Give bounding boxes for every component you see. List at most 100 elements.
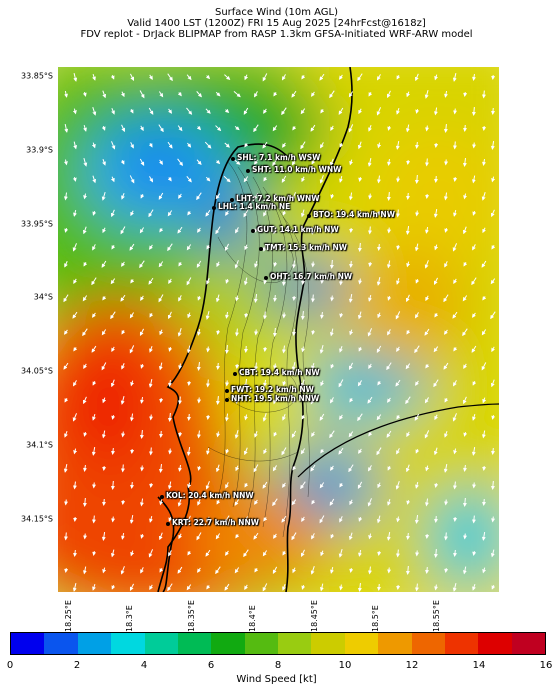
- wind-arrow: [329, 90, 335, 99]
- wind-arrow: [234, 567, 240, 574]
- lon-label: 18.4°E: [248, 605, 257, 632]
- wind-arrow: [262, 141, 268, 149]
- wind-arrow: [319, 345, 324, 354]
- station-marker: [233, 372, 237, 376]
- wind-arrow: [243, 277, 248, 286]
- wind-arrow: [110, 278, 116, 285]
- wind-arrow: [91, 312, 96, 318]
- wind-arrow: [91, 515, 96, 524]
- wind-arrow: [83, 533, 88, 540]
- colorbar-segment: [278, 633, 312, 654]
- wind-arrow: [110, 549, 115, 558]
- wind-arrow: [149, 482, 154, 488]
- wind-arrow: [329, 498, 335, 506]
- wind-arrow: [215, 566, 221, 575]
- wind-arrow: [273, 193, 278, 200]
- wind-arrow: [167, 311, 172, 320]
- wind-arrow: [110, 480, 115, 490]
- wind-arrow: [444, 261, 448, 268]
- wind-arrow: [463, 431, 468, 437]
- wind-speed-field: [58, 67, 499, 592]
- wind-arrow: [167, 412, 172, 422]
- wind-arrow: [205, 379, 210, 388]
- wind-arrow: [462, 328, 468, 337]
- wind-arrow: [158, 362, 163, 371]
- wind-arrow: [72, 311, 78, 319]
- wind-arrow: [300, 141, 306, 150]
- wind-arrow: [386, 397, 391, 403]
- wind-arrow: [234, 126, 240, 131]
- wind-arrow: [329, 158, 334, 167]
- wind-arrow: [358, 278, 363, 285]
- wind-arrow: [320, 210, 325, 217]
- station-marker: [259, 247, 263, 251]
- map-title: Surface Wind (10m AGL): [214, 7, 339, 18]
- wind-arrow: [92, 210, 97, 216]
- wind-arrow: [139, 429, 144, 439]
- wind-arrow: [186, 345, 191, 354]
- wind-arrow: [311, 533, 315, 540]
- wind-arrow: [491, 176, 496, 183]
- wind-arrow: [330, 125, 334, 132]
- wind-arrow: [463, 193, 468, 200]
- wind-arrow: [178, 262, 183, 267]
- wind-arrow: [453, 176, 458, 182]
- wind-arrow: [254, 568, 259, 573]
- wind-arrow: [177, 158, 184, 166]
- wind-arrow: [149, 414, 154, 421]
- wind-arrow: [291, 260, 296, 269]
- wind-arrow: [387, 498, 391, 506]
- wind-arrow: [491, 245, 496, 250]
- wind-arrow: [291, 90, 297, 98]
- wind-arrow: [120, 159, 125, 165]
- wind-arrow: [433, 277, 439, 286]
- wind-arrow: [64, 123, 69, 133]
- wind-arrow: [159, 430, 163, 438]
- wind-arrow: [205, 74, 211, 80]
- wind-arrow: [463, 363, 467, 370]
- wind-arrow: [414, 345, 420, 354]
- wind-arrow: [216, 499, 221, 505]
- wind-arrow: [111, 447, 115, 455]
- lat-label: 34.1°S: [26, 440, 53, 450]
- wind-arrow: [424, 90, 429, 99]
- wind-arrow: [415, 210, 420, 217]
- wind-arrow: [376, 276, 381, 286]
- wind-arrow: [178, 533, 183, 540]
- wind-arrow: [120, 464, 125, 473]
- wind-arrow: [490, 549, 495, 558]
- wind-arrow: [368, 92, 373, 97]
- wind-arrow: [72, 481, 77, 490]
- wind-arrow: [206, 278, 210, 285]
- wind-arrow: [111, 516, 116, 523]
- wind-arrow: [349, 499, 354, 506]
- wind-arrow: [168, 448, 173, 455]
- wind-arrow: [358, 209, 362, 217]
- wind-arrow: [424, 397, 429, 404]
- station-marker: [230, 198, 234, 202]
- wind-arrow: [349, 159, 354, 166]
- wind-arrow: [224, 74, 231, 81]
- wind-arrow: [453, 549, 457, 557]
- wind-arrow: [490, 278, 496, 285]
- wind-arrow: [235, 396, 239, 404]
- wind-arrow: [482, 158, 486, 166]
- wind-arrow: [339, 74, 343, 80]
- wind-arrow: [320, 142, 324, 149]
- wind-arrow: [272, 226, 277, 235]
- wind-arrow: [216, 362, 220, 370]
- station-label-kol: KOL: 20.4 km/h NNW: [166, 491, 254, 500]
- wind-arrow: [205, 481, 210, 490]
- wind-arrow: [482, 567, 487, 574]
- station-label-oht: OHT: 16.7 km/h NW: [270, 272, 353, 281]
- wind-arrow: [482, 498, 486, 506]
- wind-arrow: [262, 550, 268, 557]
- wind-arrow: [262, 481, 268, 489]
- wind-arrow: [320, 311, 324, 319]
- wind-arrow: [339, 312, 344, 318]
- wind-arrow: [167, 73, 173, 82]
- wind-arrow: [300, 209, 305, 218]
- wind-arrow: [225, 482, 229, 489]
- colorbar-tick: 0: [6, 660, 14, 671]
- wind-arrow: [282, 482, 286, 488]
